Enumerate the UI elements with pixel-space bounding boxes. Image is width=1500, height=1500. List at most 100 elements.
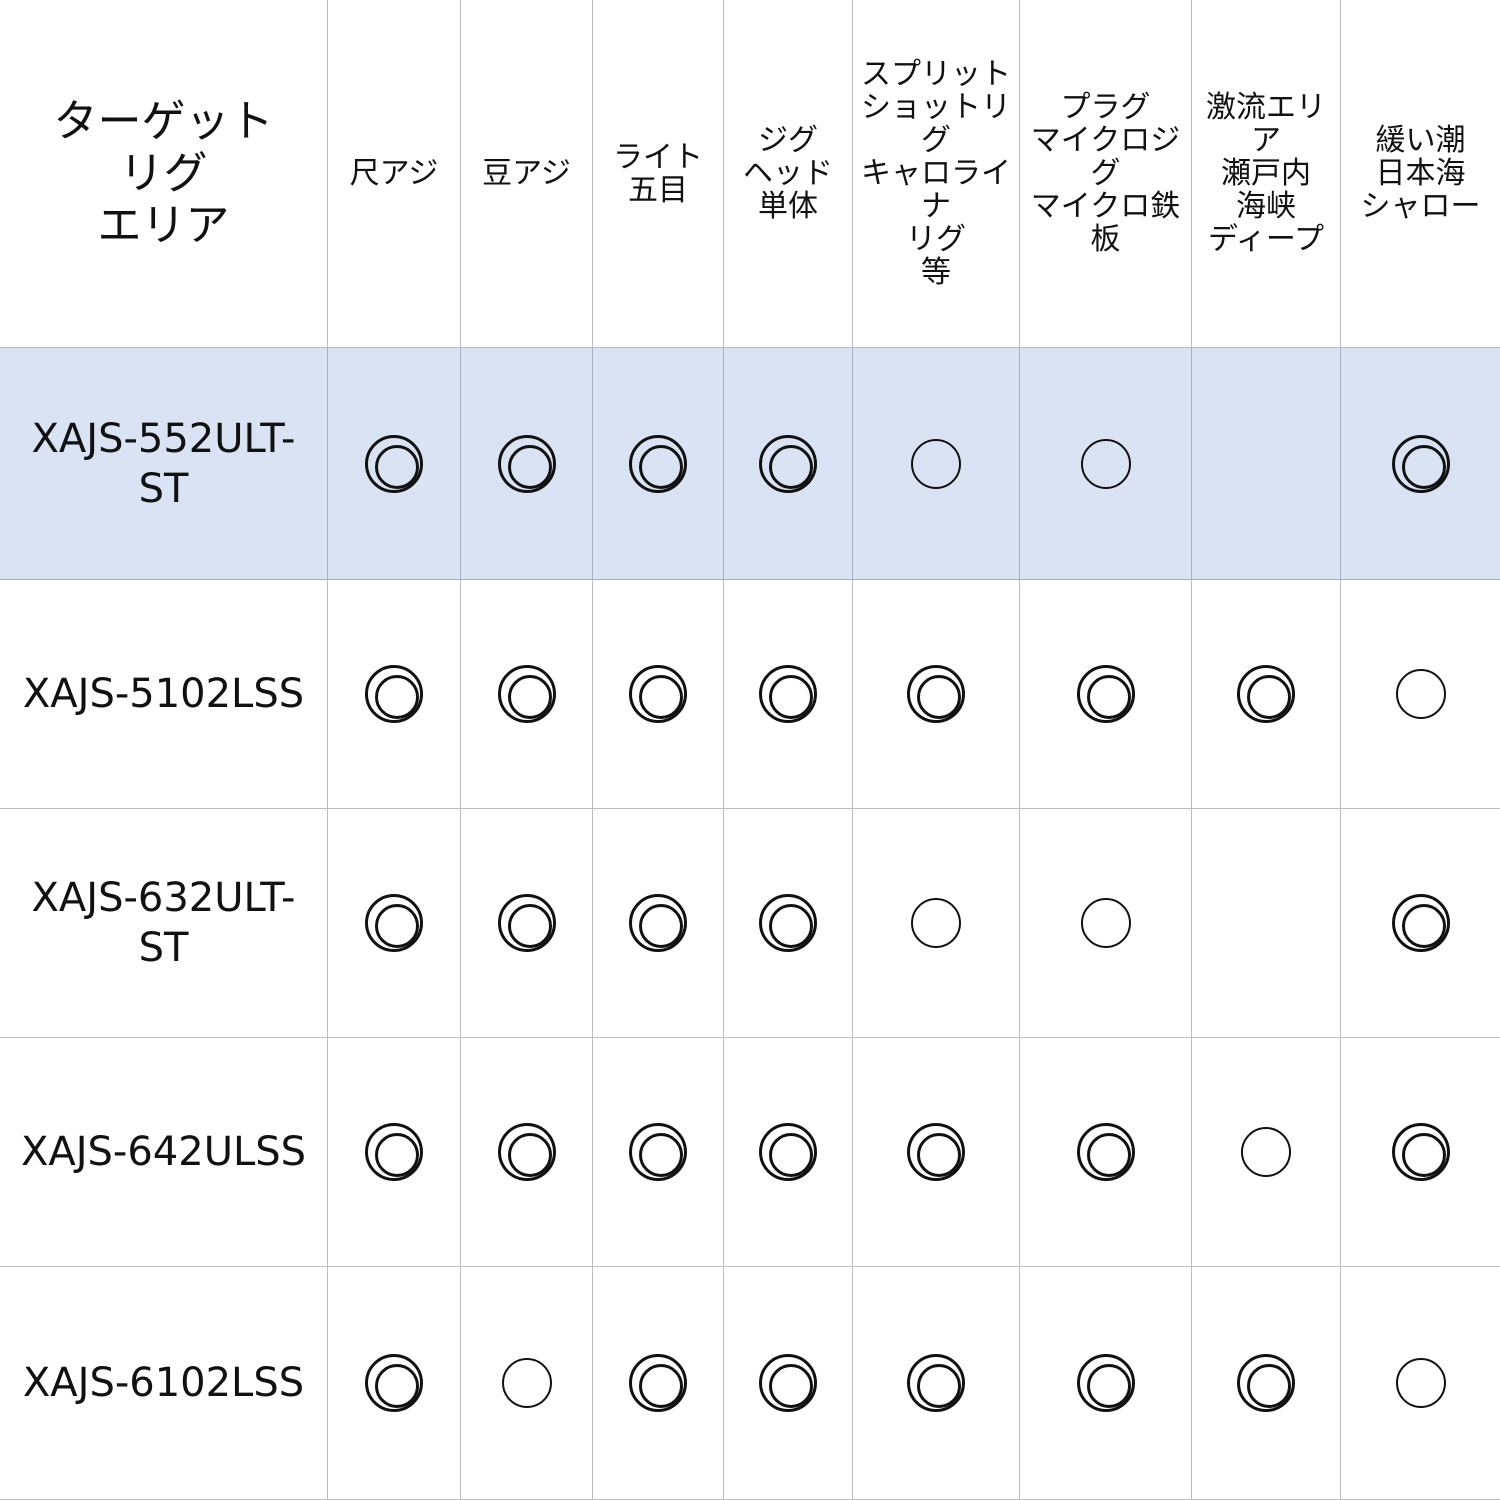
rating-cell: ○ [461, 1267, 593, 1500]
rating-symbol: ◎ [936, 1357, 937, 1358]
rating-cell: ◎ [1020, 1267, 1192, 1500]
rating-symbol: ○ [936, 900, 937, 901]
model-name: XAJS-632ULT- ST [0, 809, 328, 1038]
column-header: ライト 五目 [593, 0, 724, 348]
rating-cell: ◎ [724, 1267, 853, 1500]
rating-cell: ◎ [328, 1038, 461, 1267]
column-header: 緩い潮 日本海 シャロー [1341, 0, 1500, 348]
double-circle-icon: ◎ [629, 434, 687, 493]
rating-cell: ○ [1341, 1267, 1500, 1500]
rating-cell: ◎ [724, 348, 853, 580]
rating-cell: ◎ [1341, 348, 1500, 580]
model-name: XAJS-5102LSS [0, 580, 328, 809]
rating-symbol: ◎ [1421, 438, 1422, 439]
rating-symbol: ◎ [936, 1126, 937, 1127]
rating-cell: ○ [1020, 348, 1192, 580]
rating-symbol: ◎ [394, 1126, 395, 1127]
rating-cell: ◎ [853, 1267, 1020, 1500]
rating-symbol: ◎ [394, 897, 395, 898]
rating-symbol: ◎ [658, 1126, 659, 1127]
rating-symbol: ◎ [788, 668, 789, 669]
model-name: XAJS-642ULSS [0, 1038, 328, 1267]
double-circle-icon: ◎ [759, 894, 817, 952]
rating-symbol: ◎ [1106, 1126, 1107, 1127]
rating-symbol: ○ [527, 1360, 528, 1361]
column-header: スプリット ショットリグ キャロライナ リグ 等 [853, 0, 1020, 348]
rating-cell: ◎ [328, 348, 461, 580]
column-header: プラグ マイクロジグ マイクロ鉄板 [1020, 0, 1192, 348]
rating-cell: ◎ [724, 580, 853, 809]
rating-cell: ◎ [724, 809, 853, 1038]
double-circle-icon: ◎ [907, 1354, 965, 1412]
double-circle-icon: ◎ [759, 1354, 817, 1412]
rating-cell: ◎ [593, 809, 724, 1038]
rating-symbol: ◎ [1421, 897, 1422, 898]
rating-symbol: ◎ [658, 438, 659, 439]
double-circle-icon: ◎ [759, 665, 817, 723]
double-circle-icon: ◎ [1237, 665, 1295, 723]
circle-icon: ○ [911, 438, 961, 489]
double-circle-icon: ◎ [365, 434, 423, 493]
rating-symbol: ◎ [1106, 1357, 1107, 1358]
rating-symbol: ◎ [527, 1126, 528, 1127]
rating-cell: ◎ [853, 580, 1020, 809]
circle-icon: ○ [1080, 438, 1131, 489]
rating-cell: ◎ [461, 580, 593, 809]
double-circle-icon: ◎ [1237, 1354, 1295, 1412]
rating-cell: ○ [1192, 1038, 1341, 1267]
rating-cell: ◎ [724, 1038, 853, 1267]
rating-symbol: ◎ [1106, 668, 1107, 669]
rating-cell: ◎ [461, 348, 593, 580]
double-circle-icon: ◎ [629, 1123, 687, 1181]
rating-symbol: ◎ [527, 897, 528, 898]
rating-cell [1192, 348, 1341, 580]
rating-symbol: ◎ [527, 668, 528, 669]
rating-cell: ◎ [1341, 809, 1500, 1038]
rating-cell: ○ [1341, 580, 1500, 809]
double-circle-icon: ◎ [365, 894, 423, 952]
rating-cell [1192, 809, 1341, 1038]
rating-symbol: ◎ [394, 1357, 395, 1358]
rating-symbol: ○ [1106, 900, 1107, 901]
rating-symbol: ◎ [658, 1357, 659, 1358]
rating-symbol: ◎ [658, 897, 659, 898]
column-header: 尺アジ [328, 0, 461, 348]
circle-icon: ○ [1241, 1127, 1291, 1177]
model-name: XAJS-552ULT- ST [0, 348, 328, 580]
double-circle-icon: ◎ [1076, 1123, 1135, 1181]
circle-icon: ○ [1080, 898, 1131, 948]
rating-cell: ◎ [593, 1038, 724, 1267]
double-circle-icon: ◎ [497, 665, 556, 723]
rating-cell: ○ [1020, 809, 1192, 1038]
double-circle-icon: ◎ [497, 894, 556, 952]
rating-symbol: ○ [1421, 671, 1422, 672]
rating-cell: ◎ [593, 580, 724, 809]
rating-symbol: ○ [1266, 1129, 1267, 1130]
double-circle-icon: ◎ [365, 1123, 423, 1181]
rating-cell: ◎ [461, 1038, 593, 1267]
rating-symbol: ◎ [788, 438, 789, 439]
rating-cell: ◎ [328, 1267, 461, 1500]
double-circle-icon: ◎ [629, 1354, 687, 1412]
rating-cell: ◎ [1192, 580, 1341, 809]
rating-symbol: ◎ [1266, 1357, 1267, 1358]
rating-symbol: ◎ [527, 438, 528, 439]
rating-symbol: ◎ [788, 1357, 789, 1358]
corner-header: ターゲット リグ エリア [0, 0, 328, 348]
rating-cell: ◎ [1341, 1038, 1500, 1267]
rating-symbol: ◎ [1421, 1126, 1422, 1127]
double-circle-icon: ◎ [497, 1123, 556, 1181]
rating-symbol: ○ [1106, 441, 1107, 442]
double-circle-icon: ◎ [1391, 1123, 1450, 1181]
rating-symbol: ◎ [788, 897, 789, 898]
model-name: XAJS-6102LSS [0, 1267, 328, 1500]
rating-cell: ◎ [1020, 580, 1192, 809]
rating-cell: ◎ [1020, 1038, 1192, 1267]
rating-symbol: ◎ [658, 668, 659, 669]
circle-icon: ○ [1395, 1358, 1446, 1408]
double-circle-icon: ◎ [1391, 434, 1450, 493]
double-circle-icon: ◎ [1076, 1354, 1135, 1412]
rating-symbol: ◎ [1266, 668, 1267, 669]
double-circle-icon: ◎ [365, 1354, 423, 1412]
